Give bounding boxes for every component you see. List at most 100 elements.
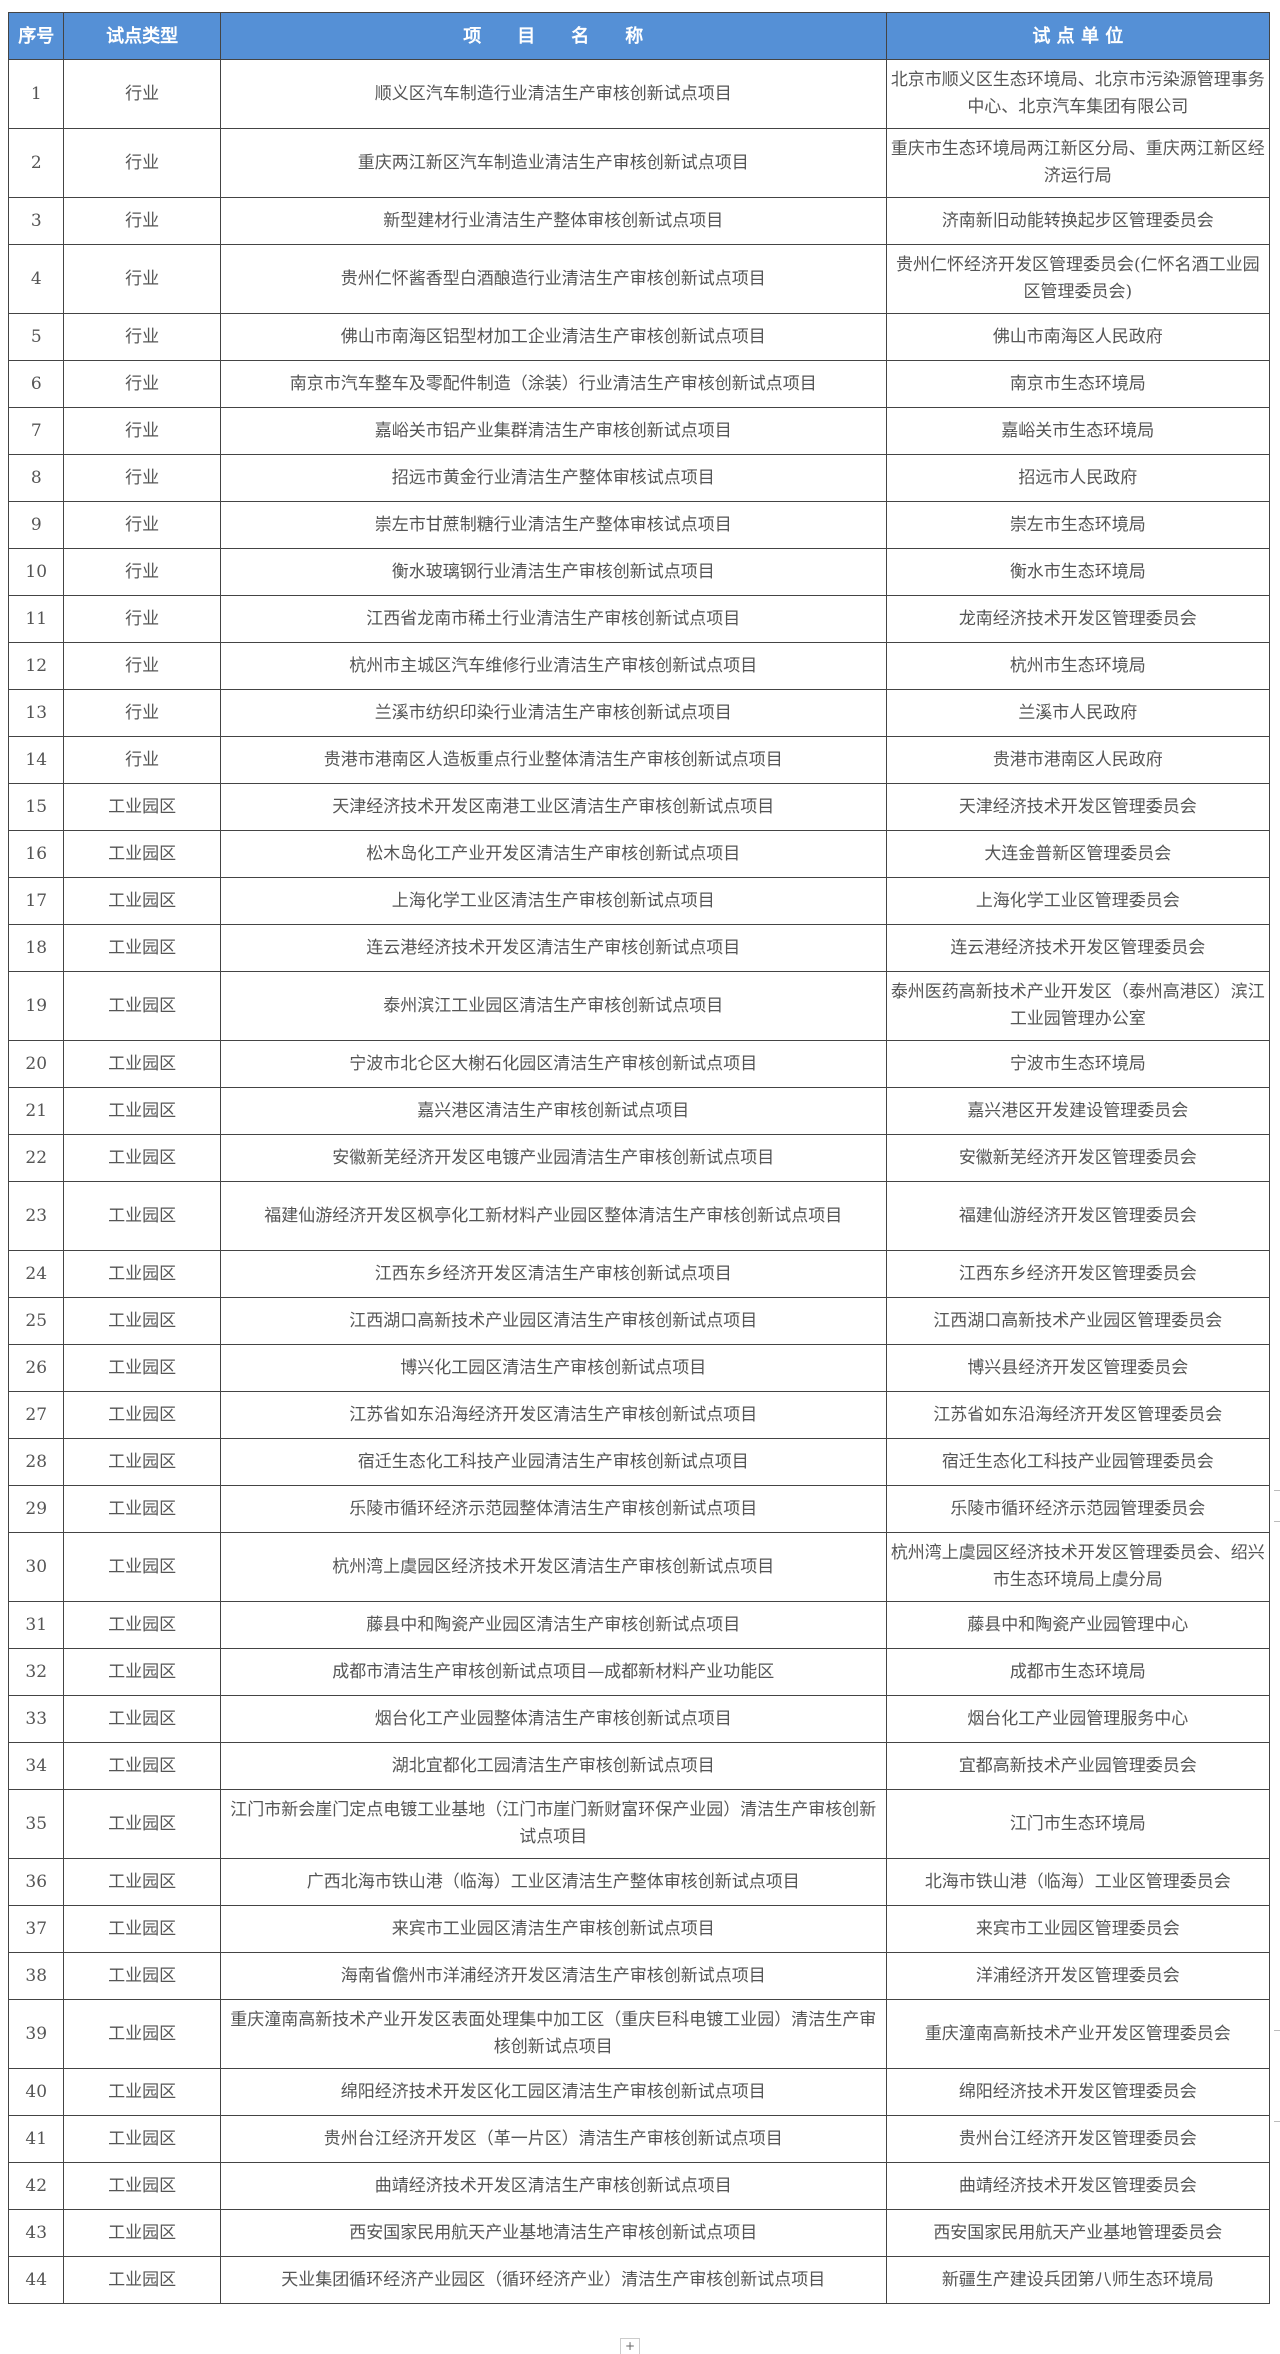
row-project-name: 衡水玻璃钢行业清洁生产审核创新试点项目	[219, 548, 887, 596]
row-type: 工业园区	[63, 783, 221, 831]
row-type: 工业园区	[63, 2209, 221, 2257]
table-row: 29 工业园区 乐陵市循环经济示范园整体清洁生产审核创新试点项目 乐陵市循环经济示范园…	[7, 1485, 1271, 1533]
row-index: 32	[7, 1648, 65, 1696]
row-project-name: 泰州滨江工业园区清洁生产审核创新试点项目	[219, 971, 887, 1041]
row-index: 33	[7, 1695, 65, 1743]
row-project-name: 招远市黄金行业清洁生产整体审核试点项目	[219, 454, 887, 502]
row-type: 行业	[63, 454, 221, 502]
table-row: 9 行业 崇左市甘蔗制糖行业清洁生产整体审核试点项目 崇左市生态环境局	[7, 501, 1271, 549]
row-pilot-unit: 贵州仁怀经济开发区管理委员会(仁怀名酒工业园区管理委员会)	[885, 244, 1271, 314]
row-index: 42	[7, 2162, 65, 2210]
row-index: 40	[7, 2068, 65, 2116]
row-type: 行业	[63, 736, 221, 784]
row-type: 工业园区	[63, 1040, 221, 1088]
row-pilot-unit: 泰州医药高新技术产业开发区（泰州高港区）滨江工业园管理办公室	[885, 971, 1271, 1041]
row-pilot-unit: 成都市生态环境局	[885, 1648, 1271, 1696]
row-pilot-unit: 重庆市生态环境局两江新区分局、重庆两江新区经济运行局	[885, 128, 1271, 198]
row-pilot-unit: 博兴县经济开发区管理委员会	[885, 1344, 1271, 1392]
row-index: 18	[7, 924, 65, 972]
row-index: 3	[7, 197, 65, 245]
row-index: 10	[7, 548, 65, 596]
row-index: 13	[7, 689, 65, 737]
row-project-name: 重庆潼南高新技术产业开发区表面处理集中加工区（重庆巨科电镀工业园）清洁生产审核创…	[219, 1999, 887, 2069]
row-index: 43	[7, 2209, 65, 2257]
row-project-name: 崇左市甘蔗制糖行业清洁生产整体审核试点项目	[219, 501, 887, 549]
row-pilot-unit: 龙南经济技术开发区管理委员会	[885, 595, 1271, 643]
row-pilot-unit: 福建仙游经济开发区管理委员会	[885, 1181, 1271, 1251]
table-row: 7 行业 嘉峪关市铝产业集群清洁生产审核创新试点项目 嘉峪关市生态环境局	[7, 407, 1271, 455]
row-pilot-unit: 招远市人民政府	[885, 454, 1271, 502]
row-type: 行业	[63, 128, 221, 198]
row-project-name: 嘉兴港区清洁生产审核创新试点项目	[219, 1087, 887, 1135]
row-project-name: 曲靖经济技术开发区清洁生产审核创新试点项目	[219, 2162, 887, 2210]
row-pilot-unit: 嘉兴港区开发建设管理委员会	[885, 1087, 1271, 1135]
table-row: 28 工业园区 宿迁生态化工科技产业园清洁生产审核创新试点项目 宿迁生态化工科技产业园…	[7, 1438, 1271, 1486]
row-index: 5	[7, 313, 65, 361]
row-project-name: 宿迁生态化工科技产业园清洁生产审核创新试点项目	[219, 1438, 887, 1486]
table-row: 8 行业 招远市黄金行业清洁生产整体审核试点项目 招远市人民政府	[7, 454, 1271, 502]
row-index: 28	[7, 1438, 65, 1486]
row-type: 工业园区	[63, 2068, 221, 2116]
table-row: 15 工业园区 天津经济技术开发区南港工业区清洁生产审核创新试点项目 天津经济技术开发…	[7, 783, 1271, 831]
row-type: 工业园区	[63, 1087, 221, 1135]
table-body: 1 行业 顺义区汽车制造行业清洁生产审核创新试点项目 北京市顺义区生态环境局、北京市污…	[7, 59, 1271, 2304]
row-index: 8	[7, 454, 65, 502]
row-type: 行业	[63, 313, 221, 361]
row-index: 35	[7, 1789, 65, 1859]
table-row: 30 工业园区 杭州湾上虞园区经济技术开发区清洁生产审核创新试点项目 杭州湾上虞园区经…	[7, 1532, 1271, 1602]
row-type: 行业	[63, 197, 221, 245]
row-project-name: 成都市清洁生产审核创新试点项目—成都新材料产业功能区	[219, 1648, 887, 1696]
table-row: 10 行业 衡水玻璃钢行业清洁生产审核创新试点项目 衡水市生态环境局	[7, 548, 1271, 596]
header-unit: 试 点 单 位	[885, 12, 1271, 60]
row-type: 工业园区	[63, 1789, 221, 1859]
row-index: 29	[7, 1485, 65, 1533]
row-pilot-unit: 贵港市港南区人民政府	[885, 736, 1271, 784]
table-row: 23 工业园区 福建仙游经济开发区枫亭化工新材料产业园区整体清洁生产审核创新试点项目…	[7, 1181, 1271, 1251]
row-project-name: 兰溪市纺织印染行业清洁生产审核创新试点项目	[219, 689, 887, 737]
row-type: 工业园区	[63, 1485, 221, 1533]
row-index: 39	[7, 1999, 65, 2069]
row-project-name: 连云港经济技术开发区清洁生产审核创新试点项目	[219, 924, 887, 972]
row-pilot-unit: 乐陵市循环经济示范园管理委员会	[885, 1485, 1271, 1533]
row-project-name: 嘉峪关市铝产业集群清洁生产审核创新试点项目	[219, 407, 887, 455]
table-row: 3 行业 新型建材行业清洁生产整体审核创新试点项目 济南新旧动能转换起步区管理委员会	[7, 197, 1271, 245]
row-pilot-unit: 江西东乡经济开发区管理委员会	[885, 1250, 1271, 1298]
row-project-name: 佛山市南海区铝型材加工企业清洁生产审核创新试点项目	[219, 313, 887, 361]
table-row: 11 行业 江西省龙南市稀土行业清洁生产审核创新试点项目 龙南经济技术开发区管理委员会	[7, 595, 1271, 643]
row-index: 6	[7, 360, 65, 408]
add-sheet-button[interactable]: +	[620, 2338, 640, 2354]
row-index: 12	[7, 642, 65, 690]
row-index: 36	[7, 1858, 65, 1906]
table-row: 39 工业园区 重庆潼南高新技术产业开发区表面处理集中加工区（重庆巨科电镀工业园）清…	[7, 1999, 1271, 2069]
row-pilot-unit: 南京市生态环境局	[885, 360, 1271, 408]
row-pilot-unit: 新疆生产建设兵团第八师生态环境局	[885, 2256, 1271, 2304]
row-project-name: 松木岛化工产业开发区清洁生产审核创新试点项目	[219, 830, 887, 878]
row-pilot-unit: 曲靖经济技术开发区管理委员会	[885, 2162, 1271, 2210]
row-project-name: 杭州湾上虞园区经济技术开发区清洁生产审核创新试点项目	[219, 1532, 887, 1602]
row-project-name: 藤县中和陶瓷产业园区清洁生产审核创新试点项目	[219, 1601, 887, 1649]
row-project-name: 江门市新会崖门定点电镀工业基地（江门市崖门新财富环保产业园）清洁生产审核创新试点…	[219, 1789, 887, 1859]
table-row: 13 行业 兰溪市纺织印染行业清洁生产审核创新试点项目 兰溪市人民政府	[7, 689, 1271, 737]
row-pilot-unit: 衡水市生态环境局	[885, 548, 1271, 596]
row-type: 工业园区	[63, 1695, 221, 1743]
table-row: 22 工业园区 安徽新芜经济开发区电镀产业园清洁生产审核创新试点项目 安徽新芜经济开发…	[7, 1134, 1271, 1182]
row-type: 行业	[63, 501, 221, 549]
row-pilot-unit: 崇左市生态环境局	[885, 501, 1271, 549]
row-type: 行业	[63, 595, 221, 643]
table-row: 20 工业园区 宁波市北仑区大榭石化园区清洁生产审核创新试点项目 宁波市生态环境局	[7, 1040, 1271, 1088]
table-row: 2 行业 重庆两江新区汽车制造业清洁生产审核创新试点项目 重庆市生态环境局两江新区分局…	[7, 128, 1271, 198]
row-type: 行业	[63, 59, 221, 129]
row-type: 工业园区	[63, 1438, 221, 1486]
row-index: 37	[7, 1905, 65, 1953]
row-index: 26	[7, 1344, 65, 1392]
table-row: 12 行业 杭州市主城区汽车维修行业清洁生产审核创新试点项目 杭州市生态环境局	[7, 642, 1271, 690]
row-pilot-unit: 绵阳经济技术开发区管理委员会	[885, 2068, 1271, 2116]
row-pilot-unit: 烟台化工产业园管理服务中心	[885, 1695, 1271, 1743]
row-project-name: 乐陵市循环经济示范园整体清洁生产审核创新试点项目	[219, 1485, 887, 1533]
row-project-name: 江西湖口高新技术产业园区清洁生产审核创新试点项目	[219, 1297, 887, 1345]
row-project-name: 西安国家民用航天产业基地清洁生产审核创新试点项目	[219, 2209, 887, 2257]
row-index: 1	[7, 59, 65, 129]
row-project-name: 宁波市北仑区大榭石化园区清洁生产审核创新试点项目	[219, 1040, 887, 1088]
row-project-name: 安徽新芜经济开发区电镀产业园清洁生产审核创新试点项目	[219, 1134, 887, 1182]
row-pilot-unit: 天津经济技术开发区管理委员会	[885, 783, 1271, 831]
